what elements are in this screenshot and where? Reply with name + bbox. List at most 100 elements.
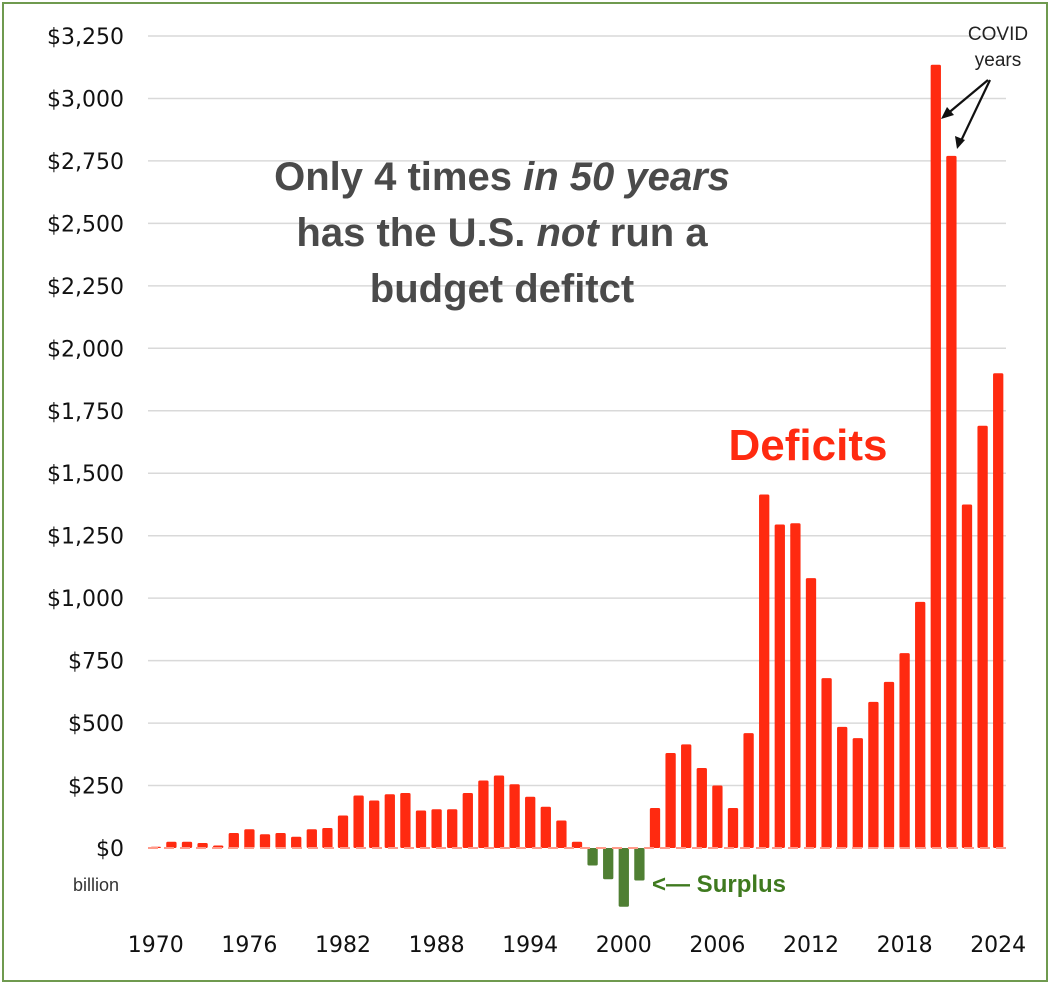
bar-2016 <box>868 701 879 848</box>
bar-2005 <box>696 768 707 848</box>
y-axis-ticks: $3,250 $3,000 $2,750 $2,500 $2,250 $2,000 $1,7… <box>47 25 124 862</box>
bar-1986 <box>400 793 411 848</box>
x-tick-label: 1988 <box>409 933 465 958</box>
x-axis-ticks: 1970 1976 1982 1988 1994 2000 2006 2012 2018 2024 <box>128 933 1026 958</box>
bar-2012 <box>805 578 817 848</box>
bar-2021 <box>946 155 957 848</box>
covid-arrow-2021-head <box>955 136 965 149</box>
bar-2002 <box>649 808 661 848</box>
y-tick-label: $750 <box>68 650 124 675</box>
bar-1993 <box>509 784 520 848</box>
headline-segment: not <box>536 211 600 255</box>
y-tick-label: $2,000 <box>47 337 124 362</box>
bar-2015 <box>852 738 863 848</box>
bar-2014 <box>837 726 848 848</box>
covid-arrow-2021 <box>959 79 991 144</box>
x-tick-label: 2018 <box>877 933 933 958</box>
bar-2019 <box>915 601 926 848</box>
y-tick-label: $2,750 <box>47 150 124 175</box>
headline-segment: has the U.S. <box>296 211 536 255</box>
headline-line: has the U.S. not run a <box>296 211 708 255</box>
bar-1976 <box>244 829 255 848</box>
covid-label-line1: COVID <box>968 24 1028 45</box>
bar-1998 <box>587 848 598 866</box>
bar-1971 <box>166 841 177 848</box>
bar-2024 <box>993 373 1004 848</box>
y-tick-label: $0 <box>96 837 124 862</box>
bar-2010 <box>774 524 785 848</box>
bar-1995 <box>540 806 551 848</box>
bar-2009 <box>759 494 770 848</box>
bar-2007 <box>727 808 739 848</box>
bar-1982 <box>337 815 349 848</box>
x-tick-label: 2024 <box>970 933 1026 958</box>
bar-2018 <box>899 653 910 848</box>
bar-1985 <box>384 794 395 848</box>
headline-line: Only 4 times in 50 years <box>274 155 730 199</box>
bar-1989 <box>447 809 458 848</box>
bar-1975 <box>228 833 239 848</box>
bar-1994 <box>525 796 536 848</box>
surplus-label: <— Surplus <box>652 871 786 898</box>
bar-1977 <box>259 834 271 848</box>
y-tick-label: $500 <box>68 712 124 737</box>
bar-1987 <box>415 810 427 848</box>
bar-1997 <box>571 841 583 848</box>
covid-arrow-2020-head <box>941 107 954 119</box>
y-tick-label: $2,250 <box>47 275 124 300</box>
bar-1992 <box>493 775 505 848</box>
bar-1984 <box>369 800 380 848</box>
bar-2006 <box>712 785 723 848</box>
covid-arrow-2020 <box>945 79 989 116</box>
bars <box>148 64 1006 907</box>
headline-segment: Only 4 times <box>274 155 523 199</box>
bar-2011 <box>790 523 801 848</box>
y-tick-label: $2,500 <box>47 212 124 237</box>
deficits-label: Deficits <box>729 421 888 470</box>
bar-2020 <box>930 64 941 849</box>
bar-1991 <box>478 780 489 848</box>
bar-1981 <box>322 828 333 848</box>
y-tick-label: $1,500 <box>47 462 124 487</box>
bar-1978 <box>275 833 286 848</box>
bar-1972 <box>181 841 193 848</box>
x-tick-label: 1982 <box>315 933 371 958</box>
gridlines <box>148 35 1006 787</box>
x-tick-label: 1970 <box>128 933 184 958</box>
bar-1999 <box>603 848 614 880</box>
y-tick-label: $1,750 <box>47 400 124 425</box>
headline-annotation: Only 4 times in 50 years has the U.S. not… <box>274 155 730 311</box>
bar-2023 <box>977 425 988 848</box>
bar-2022 <box>961 504 973 848</box>
bar-2004 <box>681 744 692 848</box>
y-tick-label: $1,000 <box>47 587 124 612</box>
bar-1988 <box>431 809 442 848</box>
x-tick-label: 1976 <box>221 933 277 958</box>
bar-2001 <box>634 848 645 881</box>
bar-2000 <box>618 848 629 907</box>
x-tick-label: 2006 <box>689 933 745 958</box>
bar-1990 <box>462 793 473 848</box>
x-tick-label: 2012 <box>783 933 839 958</box>
y-tick-label: $3,000 <box>47 87 124 112</box>
x-tick-label: 1994 <box>502 933 558 958</box>
y-tick-label: $3,250 <box>47 25 124 50</box>
unit-label: billion <box>73 875 119 895</box>
y-tick-label: $1,250 <box>47 525 124 550</box>
bar-2008 <box>743 733 754 848</box>
covid-label-line2: years <box>975 50 1021 71</box>
bar-1996 <box>556 820 567 848</box>
headline-line: budget defitct <box>370 267 634 311</box>
x-tick-label: 2000 <box>596 933 652 958</box>
headline-segment: in 50 years <box>523 155 730 199</box>
headline-segment: budget defitct <box>370 267 634 311</box>
bar-2003 <box>665 753 676 848</box>
covid-arrows <box>941 79 991 149</box>
bar-2013 <box>821 678 832 848</box>
bar-1979 <box>291 836 302 848</box>
bar-1983 <box>353 795 364 848</box>
headline-segment: run a <box>599 211 709 255</box>
y-tick-label: $250 <box>68 775 124 800</box>
bar-1973 <box>197 843 208 848</box>
